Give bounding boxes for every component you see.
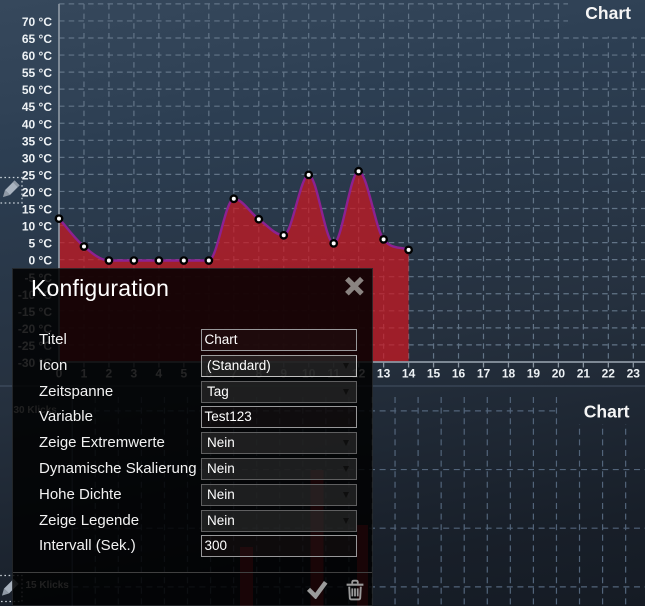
svg-text:30 °C: 30 °C bbox=[22, 151, 52, 165]
svg-text:18: 18 bbox=[502, 367, 516, 381]
svg-text:55 °C: 55 °C bbox=[22, 66, 52, 80]
svg-text:60 °C: 60 °C bbox=[22, 49, 52, 63]
svg-text:23: 23 bbox=[627, 367, 641, 381]
svg-text:17: 17 bbox=[477, 367, 491, 381]
svg-text:16: 16 bbox=[452, 367, 466, 381]
svg-text:Chart: Chart bbox=[585, 3, 631, 23]
svg-text:25 °C: 25 °C bbox=[22, 168, 52, 182]
svg-text:45 °C: 45 °C bbox=[22, 100, 52, 114]
svg-text:22: 22 bbox=[602, 367, 616, 381]
svg-text:14: 14 bbox=[402, 367, 416, 381]
svg-text:21: 21 bbox=[577, 367, 591, 381]
svg-text:50 °C: 50 °C bbox=[22, 83, 52, 97]
svg-text:19: 19 bbox=[527, 367, 541, 381]
svg-text:20 °C: 20 °C bbox=[22, 186, 52, 200]
svg-text:15 °C: 15 °C bbox=[22, 203, 52, 217]
svg-text:5 °C: 5 °C bbox=[29, 237, 53, 251]
svg-text:Chart: Chart bbox=[584, 402, 630, 422]
svg-text:13: 13 bbox=[377, 367, 391, 381]
svg-text:35 °C: 35 °C bbox=[22, 134, 52, 148]
svg-text:0 °C: 0 °C bbox=[29, 254, 53, 268]
svg-text:70 °C: 70 °C bbox=[22, 15, 52, 29]
svg-text:40 °C: 40 °C bbox=[22, 117, 52, 131]
svg-text:15: 15 bbox=[427, 367, 441, 381]
svg-text:10 °C: 10 °C bbox=[22, 220, 52, 234]
svg-text:20: 20 bbox=[552, 367, 566, 381]
svg-text:65 °C: 65 °C bbox=[22, 32, 52, 46]
